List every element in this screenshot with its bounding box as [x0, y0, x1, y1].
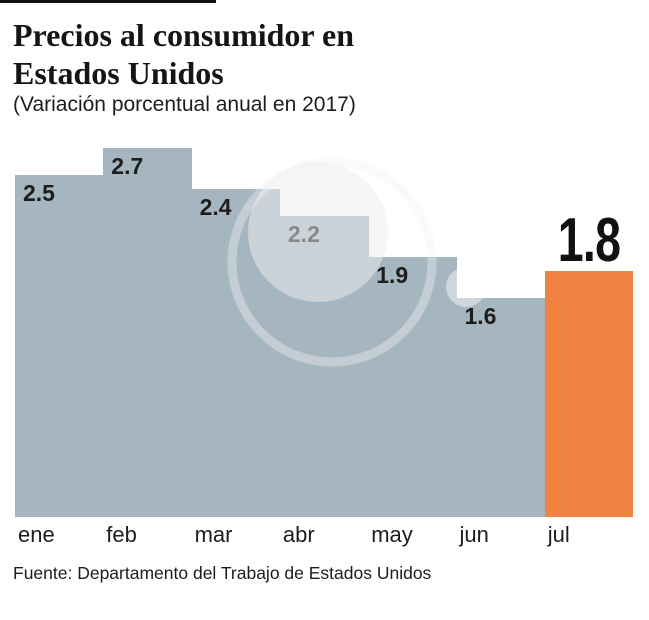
bar-abr: 2.2 — [279, 216, 369, 517]
bar-jul: 1.8 — [544, 210, 634, 517]
bar-ene: 2.5 — [15, 175, 104, 517]
bar-value-label-may: 1.9 — [376, 262, 409, 289]
x-axis-label-jul: jul — [547, 522, 570, 547]
bar-may: 1.9 — [368, 257, 457, 517]
x-axis-label-may: may — [371, 522, 413, 547]
title-line-2: Estados Unidos — [13, 55, 224, 91]
x-axis-label-feb: feb — [106, 522, 137, 547]
bar-value-label-mar: 2.4 — [199, 193, 232, 220]
bar-value-label-feb: 2.7 — [111, 152, 144, 179]
source-credit: Fuente: Departamento del Trabajo de Esta… — [13, 563, 432, 583]
bar-value-label-ene: 2.5 — [23, 180, 55, 207]
x-axis-label-ene: ene — [18, 522, 55, 547]
top-rule-divider — [0, 0, 216, 3]
bar-value-label-abr: 2.2 — [287, 221, 320, 248]
bar-mar: 2.4 — [191, 188, 281, 517]
chart-subtitle: (Variación porcentual anual en 2017) — [13, 93, 356, 116]
bar-jun: 1.6 — [456, 298, 546, 517]
bar-value-label-jul: 1.8 — [557, 206, 621, 276]
x-axis-label-mar: mar — [194, 522, 233, 547]
title-line-1: Precios al consumidor en — [13, 17, 355, 53]
bar-value-label-jun: 1.6 — [464, 303, 497, 330]
x-axis-label-jun: jun — [459, 522, 489, 547]
bar-feb: 2.7 — [103, 147, 193, 517]
x-axis-label-abr: abr — [282, 522, 315, 547]
page-title: Precios al consumidor en Estados Unidos — [13, 16, 354, 92]
